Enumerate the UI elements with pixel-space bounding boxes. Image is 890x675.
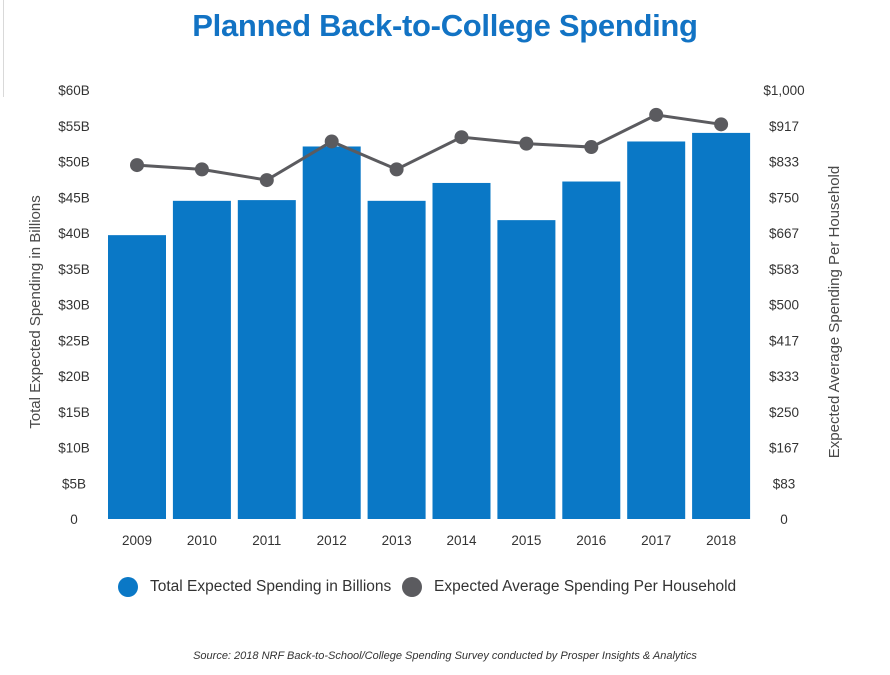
- point-2009: [130, 158, 144, 173]
- right-tick-label: $750: [769, 190, 799, 205]
- legend-item-bar: Total Expected Spending in Billions: [118, 577, 391, 597]
- left-tick-label: $10B: [58, 441, 90, 456]
- x-tick-label: 2016: [576, 533, 606, 548]
- legend-label-bar: Total Expected Spending in Billions: [150, 578, 392, 595]
- right-tick-label: $500: [769, 298, 799, 313]
- right-tick-label: $83: [773, 476, 796, 491]
- bar-2012: [302, 146, 361, 520]
- point-2012: [324, 134, 339, 149]
- bar-2013: [367, 200, 426, 519]
- right-tick-label: $250: [769, 405, 799, 420]
- bar-2010: [172, 200, 231, 519]
- chart-title: Planned Back-to-College Spending: [192, 8, 698, 43]
- right-tick-label: $417: [769, 333, 799, 348]
- left-tick-label: 0: [70, 512, 78, 527]
- bar-2015: [497, 220, 556, 519]
- left-axis-title: Total Expected Spending in Billions: [27, 195, 44, 428]
- left-tick-label: $5B: [62, 476, 86, 491]
- x-tick-label: 2014: [446, 533, 477, 548]
- right-tick-label: $333: [769, 369, 799, 384]
- left-tick-label: $45B: [58, 190, 90, 205]
- bar-2011: [237, 200, 296, 520]
- right-axis-ticks: 0 $83 $167 $250 $333 $417 $500 $583 $667 $750 $833…: [763, 83, 804, 527]
- legend-swatch-line: [402, 577, 422, 597]
- point-2011: [259, 173, 274, 188]
- left-tick-label: $25B: [58, 333, 90, 348]
- right-tick-label: $167: [769, 441, 799, 456]
- left-tick-label: $55B: [58, 119, 90, 134]
- x-tick-label: 2013: [382, 533, 412, 548]
- right-tick-label: $1,000: [763, 83, 804, 98]
- bar-2016: [562, 181, 621, 519]
- legend-swatch-bar: [118, 577, 138, 597]
- legend: Total Expected Spending in Billions Expe…: [0, 577, 890, 607]
- right-tick-label: $667: [769, 226, 799, 241]
- left-axis-ticks: 0 $5B $10B $15B $20B $25B $30B $35B $40B $45B $50B…: [58, 83, 90, 527]
- x-tick-label: 2018: [706, 533, 736, 548]
- bars-layer: [108, 132, 751, 520]
- point-2013: [389, 162, 404, 177]
- source-note: Source: 2018 NRF Back-to-School/College …: [193, 650, 697, 662]
- x-tick-label: 2012: [317, 533, 347, 548]
- legend-item-line: Expected Average Spending Per Household: [402, 577, 736, 597]
- line-series-household: [136, 113, 722, 182]
- x-tick-label: 2009: [122, 533, 152, 548]
- left-tick-label: $50B: [58, 155, 90, 170]
- point-2017: [649, 107, 664, 122]
- left-tick-label: $35B: [58, 262, 90, 277]
- right-tick-label: $917: [769, 119, 799, 134]
- x-tick-label: 2017: [641, 533, 671, 548]
- line-layer: [130, 107, 729, 188]
- left-tick-label: $15B: [58, 405, 90, 420]
- point-2014: [454, 130, 469, 145]
- right-tick-label: 0: [780, 512, 788, 527]
- point-2015: [519, 136, 534, 151]
- frame-edge: [0, 0, 4, 97]
- right-tick-label: $583: [769, 262, 799, 277]
- left-tick-label: $30B: [58, 298, 90, 313]
- bar-2018: [692, 132, 751, 519]
- x-axis-ticks: 2009 2010 2011 2012 2013 2014 2015 2016 2017 2018: [122, 533, 736, 548]
- right-tick-label: $833: [769, 155, 799, 170]
- bar-2017: [627, 141, 686, 520]
- point-2010: [194, 162, 209, 177]
- x-tick-label: 2010: [187, 533, 217, 548]
- left-tick-label: $60B: [58, 83, 90, 98]
- bar-2014: [432, 182, 491, 519]
- x-tick-label: 2011: [252, 533, 281, 548]
- x-tick-label: 2015: [511, 533, 541, 548]
- legend-label-line: Expected Average Spending Per Household: [434, 578, 737, 595]
- bar-2009: [108, 235, 166, 519]
- right-axis-title: Expected Average Spending Per Household: [826, 166, 843, 458]
- point-2016: [584, 140, 599, 155]
- point-2018: [714, 117, 729, 132]
- left-tick-label: $20B: [58, 369, 90, 384]
- left-tick-label: $40B: [58, 226, 90, 241]
